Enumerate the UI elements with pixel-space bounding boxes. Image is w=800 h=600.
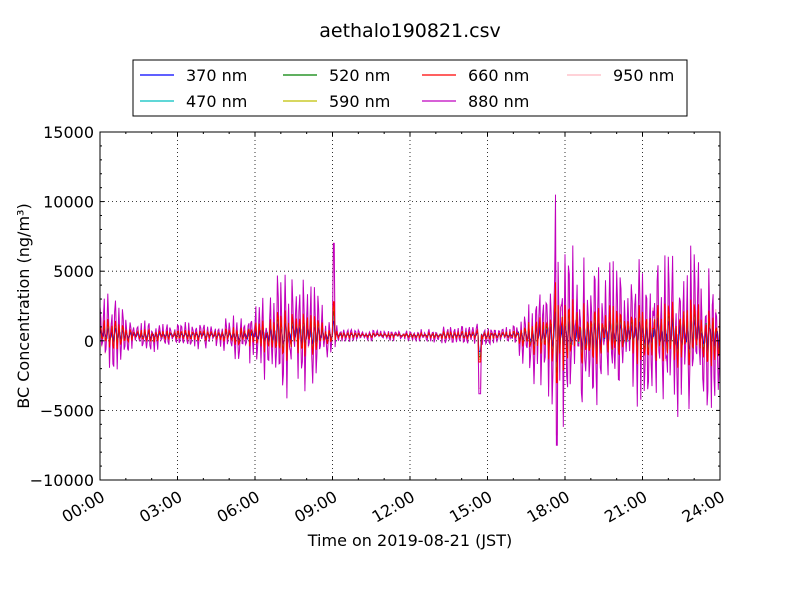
x-tick-label: 03:00 xyxy=(136,487,185,527)
x-tick-label: 21:00 xyxy=(601,487,650,527)
y-tick-label: 10000 xyxy=(43,193,94,212)
legend-label: 470 nm xyxy=(186,92,247,111)
legend-label: 370 nm xyxy=(186,66,247,85)
y-tick-label: 15000 xyxy=(43,123,94,142)
y-axis-title: BC Concentration (ng/m³) xyxy=(14,203,33,408)
x-tick-label: 24:00 xyxy=(679,487,728,527)
legend-label: 590 nm xyxy=(329,92,390,111)
y-tick-label: 5000 xyxy=(53,262,94,281)
legend-label: 950 nm xyxy=(613,66,674,85)
legend-frame xyxy=(132,59,688,117)
x-axis-title: Time on 2019-08-21 (JST) xyxy=(307,531,512,550)
x-tick-label: 00:00 xyxy=(59,487,108,527)
legend: 370 nm 470 nm 520 nm 590 nm 660 nm 880 nm 950 … xyxy=(132,59,688,117)
y-tick-label: −10000 xyxy=(30,471,94,490)
ticks: −10000 −5000 0 5000 10000 15000 00:00 03:00 06:0… xyxy=(30,123,728,527)
series-line-660-nm xyxy=(100,282,720,384)
y-tick-label: −5000 xyxy=(40,401,94,420)
y-tick-label: 0 xyxy=(84,332,94,351)
series-layer xyxy=(100,194,720,446)
x-tick-label: 06:00 xyxy=(214,487,263,527)
x-tick-label: 12:00 xyxy=(369,487,418,527)
legend-label: 520 nm xyxy=(329,66,390,85)
grid xyxy=(100,132,720,480)
legend-label: 880 nm xyxy=(468,92,529,111)
x-tick-label: 09:00 xyxy=(291,487,340,527)
legend-label: 660 nm xyxy=(468,66,529,85)
chart-title: aethalo190821.csv xyxy=(319,20,501,42)
series-line-880-nm xyxy=(100,194,720,446)
x-tick-label: 18:00 xyxy=(524,487,573,527)
x-tick-label: 15:00 xyxy=(446,487,495,527)
